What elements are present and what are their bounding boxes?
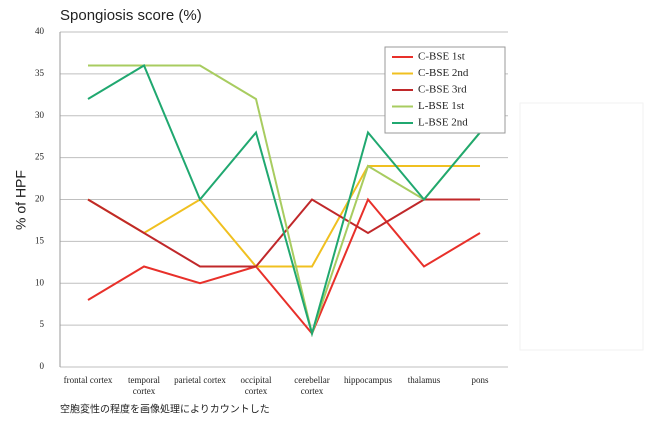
x-tick-label: parietal cortex — [174, 375, 226, 385]
y-tick-label: 15 — [35, 235, 45, 245]
x-tick-label: temporal cortex — [128, 375, 160, 396]
line-series — [87, 64, 481, 338]
footnote: 空胞変性の程度を画像処理によりカウントした — [60, 403, 270, 416]
y-tick-label: 30 — [35, 110, 45, 120]
x-tick-label: cerebellar cortex — [294, 375, 330, 396]
y-axis-label: % of HPF — [13, 170, 29, 230]
legend-label: L-BSE 2nd — [418, 117, 468, 129]
x-tick-label: frontal cortex — [63, 375, 113, 385]
legend-label: C-BSE 1st — [418, 51, 465, 63]
y-tick-label: 35 — [35, 68, 45, 78]
y-tick-label: 10 — [35, 277, 45, 287]
faint-panel — [519, 102, 644, 351]
x-tick-label: thalamus — [407, 375, 441, 385]
legend-label: C-BSE 2nd — [418, 67, 469, 79]
y-tick-label: 25 — [35, 152, 45, 162]
chart-title: Spongiosis score (%) — [60, 7, 202, 24]
line-series — [88, 64, 481, 338]
line-series — [87, 197, 481, 336]
y-tick-label: 20 — [35, 194, 45, 204]
x-tick-label: hippocampus — [344, 375, 392, 385]
legend-label: L-BSE 1st — [418, 100, 464, 112]
x-tick-label: pons — [471, 375, 489, 385]
y-tick-label: 0 — [40, 361, 45, 371]
y-tick-label: 40 — [35, 26, 45, 36]
legend-label: C-BSE 3rd — [418, 84, 467, 96]
x-tick-label: occipital cortex — [240, 375, 272, 396]
y-tick-label: 5 — [40, 319, 45, 329]
line-series — [87, 165, 480, 268]
